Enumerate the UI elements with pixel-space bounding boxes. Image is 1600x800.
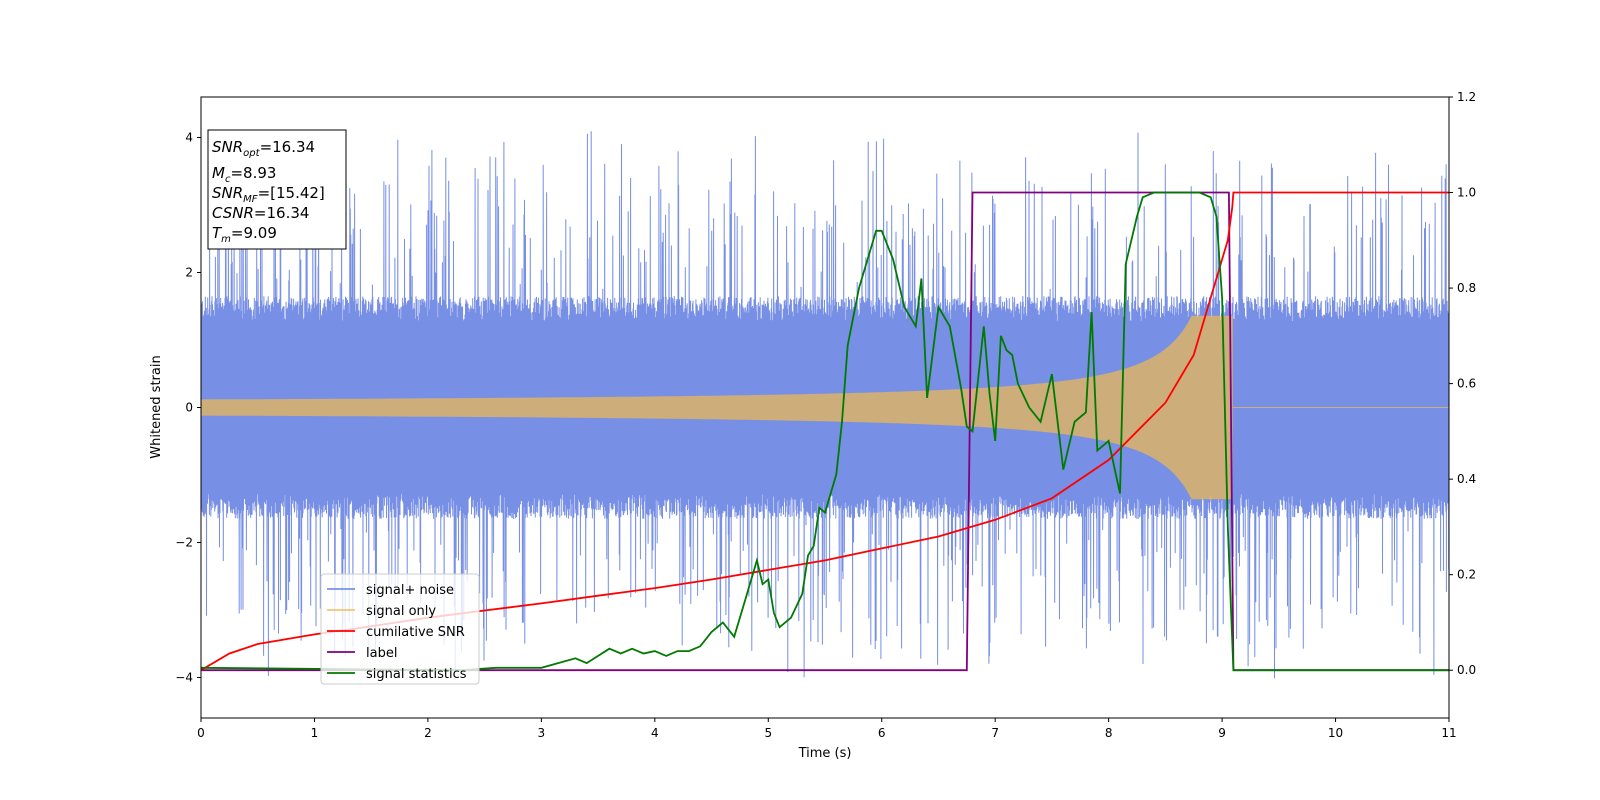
info-tm: Tm=9.09 bbox=[212, 224, 277, 245]
x-tick-label-4: 4 bbox=[651, 726, 659, 740]
y2-tick-label-2: 0.4 bbox=[1457, 472, 1476, 486]
x-tick-label-6: 6 bbox=[878, 726, 886, 740]
y-tick-label-4: 4 bbox=[185, 131, 193, 145]
signal-only-line bbox=[201, 315, 1449, 500]
legend: signal+ noise signal only cumilative SNR la… bbox=[320, 573, 480, 685]
y-tick-label-3: 2 bbox=[185, 266, 193, 280]
legend-label-3: label bbox=[366, 646, 397, 661]
y2-tick-label-6: 1.2 bbox=[1457, 90, 1476, 104]
x-tick-label-0: 0 bbox=[197, 726, 205, 740]
x-tick-label-10: 10 bbox=[1328, 726, 1343, 740]
x-tick-label-3: 3 bbox=[538, 726, 546, 740]
x-tick-label-5: 5 bbox=[764, 726, 772, 740]
y-axis-label: Whitened strain bbox=[149, 355, 164, 458]
x-tick-label-8: 8 bbox=[1105, 726, 1113, 740]
legend-label-2: cumilative SNR bbox=[366, 625, 465, 640]
info-mc: Mc=8.93 bbox=[212, 164, 276, 185]
x-tick-label-1: 1 bbox=[311, 726, 319, 740]
y-tick-label-1: −2 bbox=[175, 536, 193, 550]
x-tick-label-7: 7 bbox=[991, 726, 999, 740]
signal-statistics-line bbox=[201, 191, 1449, 672]
legend-label-1: signal only bbox=[366, 604, 436, 619]
y-tick-label-0: −4 bbox=[175, 671, 193, 685]
info-box: SNRopt=16.34 Mc=8.93 SNRMF=[15.42] CSNR=… bbox=[207, 129, 347, 250]
x-tick-label-11: 11 bbox=[1441, 726, 1456, 740]
y2-tick-label-0: 0.0 bbox=[1457, 663, 1476, 677]
y2-tick-label-5: 1.0 bbox=[1457, 186, 1476, 200]
x-tick-label-9: 9 bbox=[1218, 726, 1226, 740]
x-tick-label-2: 2 bbox=[424, 726, 432, 740]
info-csnr: CSNR=16.34 bbox=[212, 204, 309, 222]
y2-tick-label-1: 0.2 bbox=[1457, 568, 1476, 582]
signal-only-series bbox=[201, 315, 1449, 500]
y2-tick-label-4: 0.8 bbox=[1457, 281, 1476, 295]
signal-noise-line bbox=[201, 131, 1449, 679]
signal-noise-series bbox=[201, 131, 1449, 679]
y2-tick-label-3: 0.6 bbox=[1457, 377, 1476, 391]
info-snr-mf: SNRMF=[15.42] bbox=[212, 184, 325, 205]
y-tick-label-2: 0 bbox=[185, 401, 193, 415]
info-snr-opt: SNRopt=16.34 bbox=[212, 138, 315, 159]
legend-label-4: signal statistics bbox=[366, 667, 467, 682]
legend-label-0: signal+ noise bbox=[366, 583, 454, 598]
x-axis-label: Time (s) bbox=[798, 746, 852, 761]
